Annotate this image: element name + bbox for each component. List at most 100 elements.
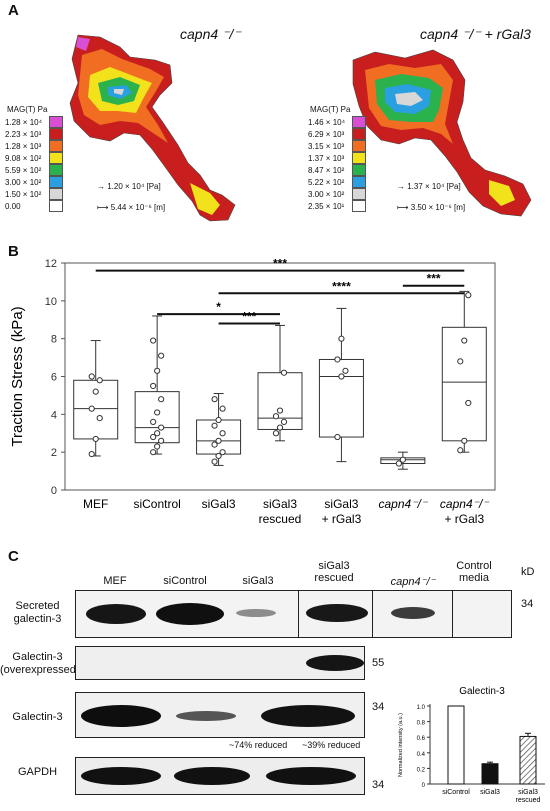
inset-y-tick-label: 0 <box>422 783 426 789</box>
data-point <box>92 388 99 395</box>
scale-left-row: 3.00 × 10² <box>5 176 63 188</box>
band-overexpressed-rescued <box>306 655 364 671</box>
left-title: capn4 ⁻/⁻ <box>180 26 241 42</box>
y-axis-label: Traction Stress (kPa) <box>9 306 26 446</box>
length-key-right: ⟼ 3.50 × 10⁻⁶ [m] <box>397 203 466 212</box>
box <box>318 358 364 438</box>
data-point <box>92 435 99 443</box>
data-point <box>276 407 284 414</box>
scale-right-title: MAG(T) Pa <box>310 105 351 114</box>
lane-label: siGal3 rescued <box>314 560 354 584</box>
kd-galectin3: 34 <box>372 701 385 713</box>
scale-left: MAG(T) Pa 1.28 × 10⁴ 2.23 × 10³ 1.28 × 10³… <box>5 105 63 212</box>
scale-right-label: 3.00 × 10² <box>308 189 345 199</box>
length-key-right-text: 3.50 × 10⁻⁶ [m] <box>410 203 466 212</box>
length-key-left-text: 5.44 × 10⁻⁶ [m] <box>110 203 166 212</box>
scale-left-label: 0.00 <box>5 201 21 211</box>
x-tick-label: capn4⁻/⁻ <box>379 497 429 511</box>
scale-left-swatch <box>49 176 63 188</box>
scale-right-row: 5.22 × 10² <box>308 176 366 188</box>
kd-secreted: 34 <box>521 598 534 610</box>
note-rescued: ~39% reduced <box>302 740 361 750</box>
data-point <box>219 430 226 437</box>
data-point <box>272 413 280 420</box>
inset-title: Galectin-3 <box>459 686 505 697</box>
significance-label: *** <box>427 272 441 286</box>
data-point <box>465 399 472 407</box>
panel-c-letter: C <box>8 548 19 565</box>
band-secreted-rescued <box>306 604 368 622</box>
scale-left-label: 1.28 × 10⁴ <box>5 117 43 127</box>
scale-right-row: 3.00 × 10² <box>308 188 366 200</box>
note-sigal3: ~74% reduced <box>229 740 288 750</box>
scale-left-label: 5.59 × 10² <box>5 165 42 175</box>
blot-secreted <box>75 590 512 638</box>
data-point <box>150 418 157 425</box>
scale-left-label: 9.08 × 10² <box>5 153 42 163</box>
inset-x-label: rescued <box>516 797 541 804</box>
x-tick-label: + rGal3 <box>444 512 484 526</box>
inset-y-label: Normalized intensity (a.u.) <box>398 713 404 777</box>
scale-right-swatch <box>352 200 366 212</box>
scale-right-swatch <box>352 176 366 188</box>
scale-right-label: 6.29 × 10³ <box>308 129 345 139</box>
divider-3 <box>452 591 453 637</box>
data-point <box>395 460 402 467</box>
scale-left-row: 2.23 × 10³ <box>5 128 63 140</box>
traction-boxplot: 0 2 4 6 8 10 12 Traction Stress (kPa) MEF siContr… <box>9 257 496 526</box>
box <box>196 419 242 455</box>
band-secreted-sicontrol <box>156 603 224 625</box>
y-tick-label: 6 <box>51 372 57 384</box>
kd-gapdh: 34 <box>372 779 385 791</box>
scale-left-swatch <box>49 188 63 200</box>
divider-1 <box>298 591 299 637</box>
data-point <box>461 337 468 344</box>
scale-left-swatch <box>49 116 63 128</box>
data-point <box>342 367 349 374</box>
y-tick-label: 4 <box>51 409 57 421</box>
scale-right-row: 6.29 × 10³ <box>308 128 366 140</box>
scale-right-label: 1.46 × 10⁴ <box>308 117 346 127</box>
scale-left-swatch <box>49 140 63 152</box>
x-tick-label: capn4⁻/⁻ <box>440 497 490 511</box>
force-key-left-text: 1.20 × 10⁴ [Pa] <box>107 182 161 191</box>
inset-bar <box>519 735 537 785</box>
significance-label: **** <box>332 279 351 293</box>
scale-left-row: 1.28 × 10⁴ <box>5 116 63 128</box>
data-point <box>219 449 226 456</box>
scale-left-row: 1.50 × 10² <box>5 188 63 200</box>
data-point <box>88 405 95 412</box>
band-gapdh-3 <box>266 767 356 785</box>
y-tick-label: 0 <box>51 485 57 497</box>
inset-y-tick-label: 0.8 <box>417 721 426 727</box>
inset-y-tick-label: 0.4 <box>417 752 426 758</box>
inset-bar-chart: Galectin-3 0 0.2 0.4 0.6 0.8 1.0 Normalized int… <box>398 686 545 804</box>
scale-right-swatch <box>352 116 366 128</box>
scale-right-swatch <box>352 152 366 164</box>
lane-label: siControl <box>163 575 207 587</box>
data-point <box>154 443 161 450</box>
panel-a-letter: A <box>8 2 19 19</box>
blot-gapdh <box>75 757 365 795</box>
panel-b-letter: B <box>8 243 19 260</box>
data-point <box>154 367 161 374</box>
scale-left-row: 9.08 × 10² <box>5 152 63 164</box>
data-point <box>276 424 284 431</box>
data-point <box>215 416 222 424</box>
band-galectin3-sigal3 <box>176 711 236 721</box>
x-tick-label: siGal3 <box>324 497 358 511</box>
row-label-gapdh: GAPDH <box>17 766 58 778</box>
inset-y-tick-label: 0.2 <box>417 767 426 773</box>
data-point <box>272 430 280 437</box>
scale-right-row: 8.47 × 10² <box>308 164 366 176</box>
data-point <box>457 358 464 365</box>
scale-left-title: MAG(T) Pa <box>7 105 48 114</box>
right-title: capn4 ⁻/⁻ + rGal3 <box>420 26 531 42</box>
data-point <box>150 337 157 344</box>
scale-left-row: 1.28 × 10³ <box>5 140 63 152</box>
scale-right-swatch <box>352 188 366 200</box>
scale-right-swatch <box>352 164 366 176</box>
force-key-left: → 1.20 × 10⁴ [Pa] <box>97 182 161 191</box>
band-gapdh-1 <box>81 767 161 785</box>
inset-y-tick-label: 1.0 <box>417 705 426 711</box>
